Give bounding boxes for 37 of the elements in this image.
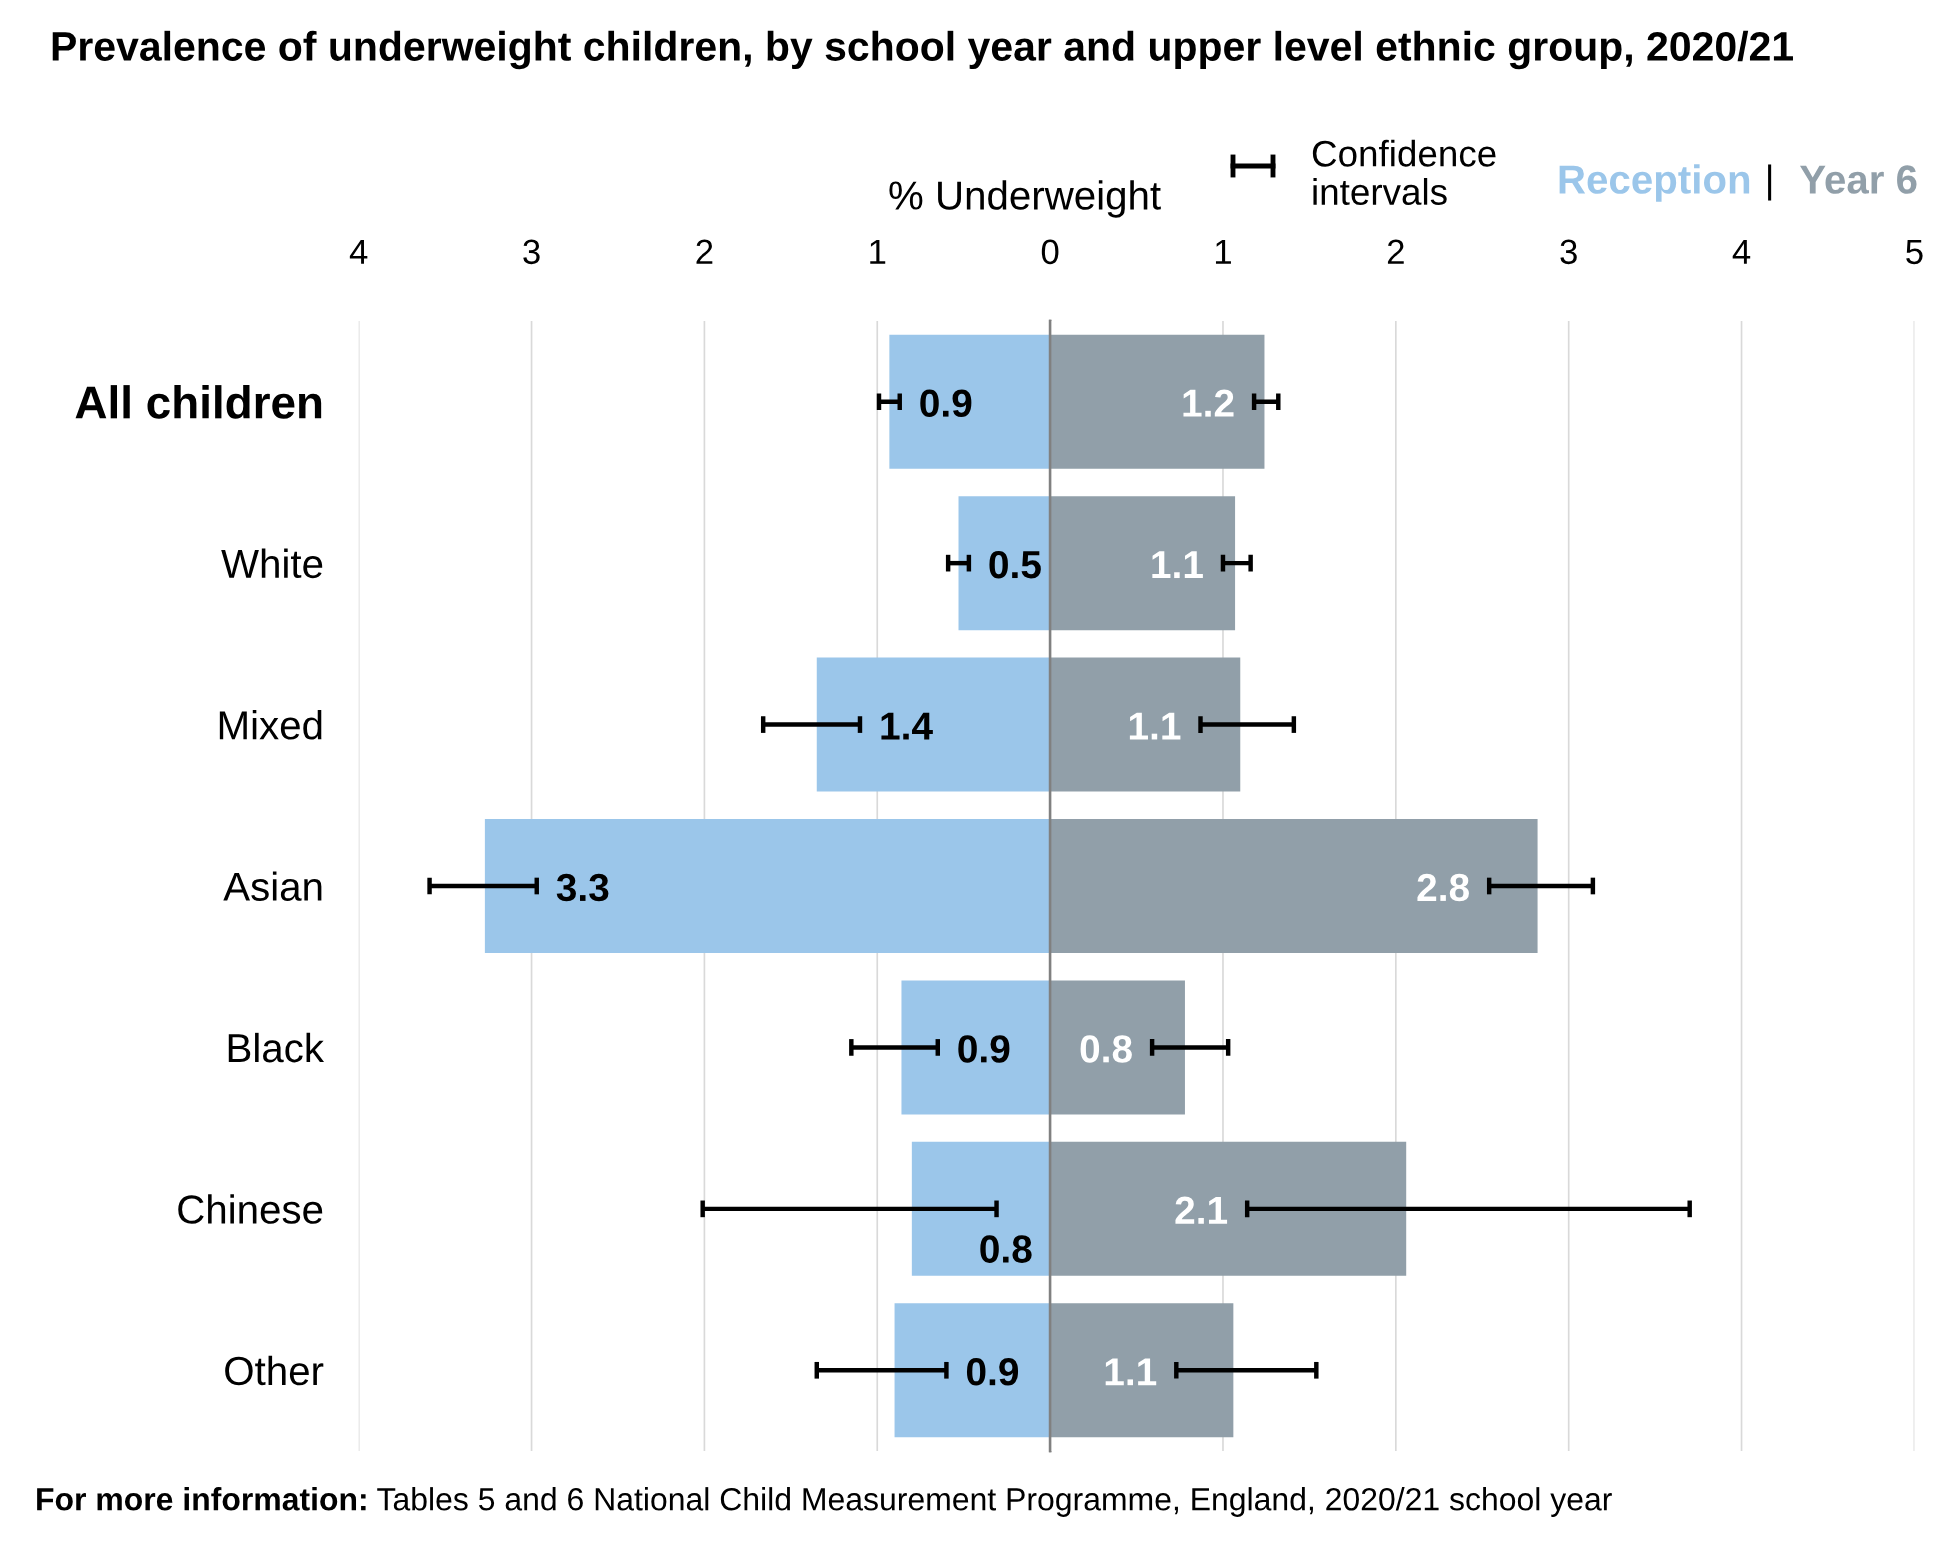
data-label: 2.8 bbox=[1417, 873, 1469, 902]
text: Reception bbox=[1559, 164, 1750, 202]
data-label: 0.8 bbox=[980, 1235, 1032, 1263]
y-tick-label: Asian bbox=[223, 871, 322, 901]
y-tick-label: Other bbox=[225, 1355, 324, 1386]
data-label: 1.2 bbox=[1183, 389, 1234, 417]
y-tick-label: White bbox=[221, 548, 323, 579]
data-label: 1.1 bbox=[1129, 712, 1181, 740]
x-tick-label: 4 bbox=[1732, 239, 1751, 264]
x-tick-label: 1 bbox=[1215, 239, 1231, 264]
x-tick-label: 2 bbox=[1387, 239, 1404, 264]
y-tick-label: Mixed bbox=[219, 709, 322, 740]
chart-title: Prevalence of underweight children, by school year and upper level ethnic group, 2020/21 bbox=[52, 30, 1793, 70]
data-label: 2.1 bbox=[1175, 1196, 1228, 1224]
data-label: 1.1 bbox=[1152, 551, 1203, 579]
y-tick-label: All children bbox=[75, 385, 322, 419]
x-tick-label: 1 bbox=[870, 239, 886, 264]
data-label: 0.9 bbox=[958, 1035, 1010, 1063]
text: Confidence intervals bbox=[1312, 139, 1496, 206]
y-tick-label: Black bbox=[228, 1032, 325, 1063]
data-label: 1.4 bbox=[881, 712, 933, 740]
data-label: 0.8 bbox=[1080, 1035, 1132, 1063]
x-tick-label: 0 bbox=[1041, 239, 1059, 265]
data-label: 0.9 bbox=[966, 1358, 1019, 1386]
x-tick-label: 3 bbox=[523, 239, 540, 265]
x-axis-title: % Underweight bbox=[889, 180, 1161, 218]
data-label: 3.3 bbox=[556, 873, 609, 902]
x-tick-label: 2 bbox=[696, 239, 713, 264]
data-label: 0.9 bbox=[920, 389, 972, 417]
x-tick-label: 3 bbox=[1560, 239, 1577, 265]
y-tick-label: Chinese bbox=[178, 1194, 323, 1224]
x-tick-label: 5 bbox=[1906, 239, 1923, 265]
data-label: 1.1 bbox=[1105, 1358, 1157, 1386]
data-label: 0.5 bbox=[989, 550, 1041, 579]
text: For more information: Tables 5 and 6 National Child Measurement Programme, England, 2020/21 school year bbox=[37, 1487, 1612, 1517]
text: Year 6 bbox=[1799, 165, 1917, 194]
x-tick-label: 4 bbox=[349, 239, 368, 264]
